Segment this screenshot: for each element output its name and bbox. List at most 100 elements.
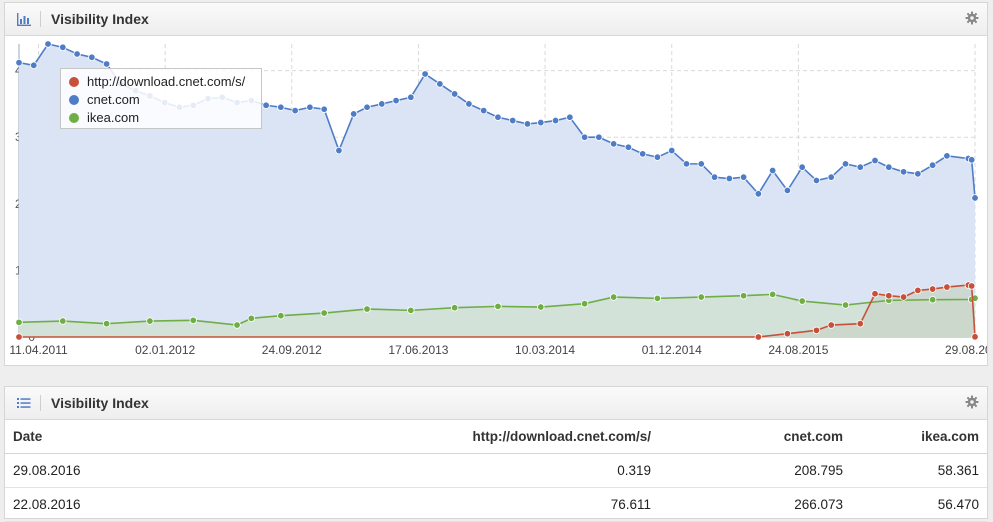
x-tick-label: 01.12.2014 — [642, 343, 702, 357]
data-point-download — [871, 290, 879, 298]
data-point-ikea — [768, 290, 777, 299]
column-header-download[interactable]: http://download.cnet.com/s/ — [181, 420, 659, 454]
data-point-cnet — [638, 150, 647, 158]
data-point-cnet — [739, 173, 748, 181]
data-point-ikea — [15, 318, 23, 327]
legend-item-cnet[interactable]: cnet.com — [61, 91, 261, 109]
data-point-cnet — [668, 146, 676, 155]
data-point-ikea — [841, 301, 850, 309]
gear-icon[interactable] — [965, 11, 979, 25]
cell-download: 76.611 — [181, 487, 659, 522]
data-point-cnet — [44, 40, 52, 48]
data-point-cnet — [928, 161, 937, 169]
data-point-download — [827, 321, 835, 329]
x-tick-label: 02.01.2012 — [135, 343, 195, 357]
data-point-ikea — [450, 304, 459, 312]
data-point-cnet — [812, 176, 821, 185]
data-point-download — [928, 285, 937, 293]
data-point-cnet — [682, 160, 691, 168]
data-point-download — [899, 293, 908, 301]
data-point-ikea — [277, 311, 285, 320]
data-point-ikea — [320, 309, 328, 317]
data-point-download — [783, 329, 792, 338]
data-point-cnet — [551, 116, 560, 125]
data-point-cnet — [509, 116, 517, 125]
data-point-download — [914, 286, 922, 295]
data-point-cnet — [754, 190, 763, 198]
data-point-cnet — [392, 96, 400, 105]
gear-icon[interactable] — [965, 395, 979, 409]
data-point-cnet — [595, 133, 603, 141]
area-ikea — [19, 294, 975, 337]
data-point-ikea — [928, 296, 937, 304]
data-point-ikea — [146, 317, 154, 325]
cell-ikea: 56.470 — [851, 487, 987, 522]
data-point-ikea — [653, 294, 662, 303]
legend-item-download[interactable]: http://download.cnet.com/s/ — [61, 73, 261, 91]
x-tick-label: 10.03.2014 — [515, 343, 575, 357]
data-point-cnet — [436, 80, 444, 88]
data-point-cnet — [566, 113, 574, 121]
data-point-cnet — [537, 118, 545, 127]
table-row: 29.08.2016 0.319 208.795 58.361 — [5, 453, 987, 488]
legend-label-ikea: ikea.com — [87, 110, 140, 125]
data-point-cnet — [378, 100, 386, 108]
data-point-cnet — [15, 58, 23, 67]
data-point-cnet — [653, 153, 662, 161]
data-point-cnet — [479, 106, 488, 115]
data-point-cnet — [277, 103, 285, 111]
cell-ikea: 58.361 — [851, 453, 987, 488]
data-point-ikea — [494, 302, 502, 311]
data-point-cnet — [943, 152, 951, 160]
data-point-cnet — [768, 166, 777, 175]
data-point-ikea — [189, 316, 197, 325]
cell-date: 22.08.2016 — [5, 487, 181, 522]
cell-date: 29.08.2016 — [5, 453, 181, 488]
data-point-cnet — [421, 70, 429, 78]
header-separator — [40, 395, 41, 411]
column-header-cnet[interactable]: cnet.com — [659, 420, 851, 454]
data-point-download — [943, 283, 951, 291]
data-point-cnet — [967, 156, 976, 164]
data-point-ikea — [233, 321, 241, 329]
data-point-cnet — [885, 163, 893, 171]
data-point-download — [812, 326, 821, 335]
data-point-ikea — [697, 293, 705, 301]
data-point-cnet — [725, 174, 734, 183]
data-point-cnet — [349, 110, 358, 118]
bar-chart-icon — [17, 13, 31, 26]
data-point-cnet — [580, 133, 589, 141]
data-point-cnet — [827, 173, 835, 181]
data-point-cnet — [710, 173, 719, 181]
data-point-download — [885, 292, 893, 300]
data-point-cnet — [624, 143, 633, 151]
data-point-cnet — [899, 168, 908, 176]
data-point-cnet — [697, 160, 705, 168]
legend-label-download: http://download.cnet.com/s/ — [87, 74, 246, 89]
data-point-cnet — [407, 93, 415, 101]
data-point-ikea — [407, 306, 415, 315]
column-header-ikea[interactable]: ikea.com — [851, 420, 987, 454]
data-point-cnet — [335, 146, 343, 155]
data-point-cnet — [262, 101, 270, 109]
legend-dot-download — [69, 77, 79, 87]
x-tick-label: 11.04.2011 — [9, 343, 68, 357]
data-point-cnet — [59, 43, 67, 52]
data-point-cnet — [30, 61, 38, 70]
data-point-cnet — [363, 103, 371, 111]
data-point-cnet — [320, 105, 328, 113]
data-point-ikea — [59, 317, 67, 325]
x-tick-label: 24.09.2012 — [262, 343, 322, 357]
visibility-data-table: Date http://download.cnet.com/s/ cnet.co… — [5, 420, 987, 522]
data-point-cnet — [523, 120, 532, 128]
legend-item-ikea[interactable]: ikea.com — [61, 109, 261, 127]
data-point-cnet — [494, 113, 502, 121]
column-header-date[interactable]: Date — [5, 420, 181, 454]
data-point-download — [967, 282, 976, 290]
visibility-chart-panel: Visibility Index 010020030040011.04.2011… — [4, 2, 988, 366]
data-point-download — [856, 319, 864, 328]
header-separator — [40, 11, 41, 27]
data-point-cnet — [841, 160, 850, 168]
x-tick-label: 29.08.2016 — [945, 343, 987, 357]
data-point-cnet — [871, 156, 879, 165]
